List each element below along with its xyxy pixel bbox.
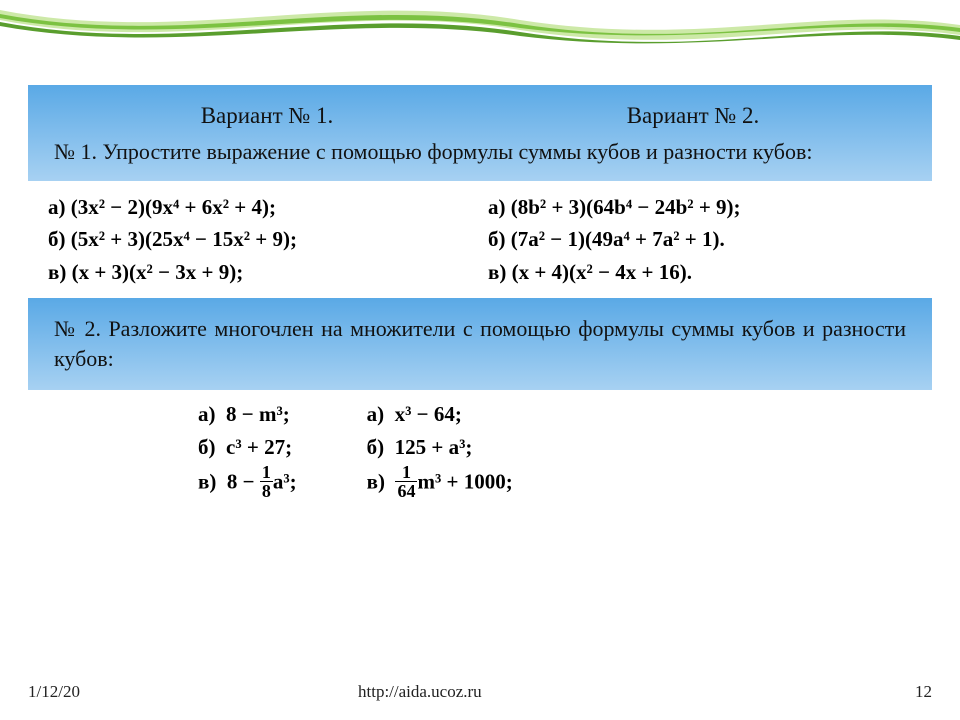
footer-url: http://aida.ucoz.ru xyxy=(358,682,892,702)
variant-1-title: Вариант № 1. xyxy=(201,103,334,129)
t2v2-b-expr: 125 + a³; xyxy=(395,435,473,459)
t2v1-v-suffix: a³; xyxy=(273,469,297,493)
task2-text: № 2. Разложите многочлен на множители с … xyxy=(54,314,906,373)
t1v2-b-expr: (7a² − 1)(49a⁴ + 7a² + 1). xyxy=(511,227,725,251)
task1-variant1-col: а) (3x² − 2)(9x⁴ + 6x² + 4); б) (5x² + 3… xyxy=(48,191,472,289)
footer-page: 12 xyxy=(892,682,932,702)
top-decorative-wave xyxy=(0,0,960,55)
t2v2-a-expr: x³ − 64; xyxy=(395,402,462,426)
t2v1-v-prefix: 8 − xyxy=(227,469,260,493)
t1v2-b-label: б) xyxy=(488,227,506,251)
t2v2-a-label: а) xyxy=(367,402,385,426)
t1v2-v-label: в) xyxy=(488,260,506,284)
task1-text: № 1. Упростите выражение с помощью форму… xyxy=(54,137,906,167)
variant-2-title: Вариант № 2. xyxy=(627,103,760,129)
t2v1-b-label: б) xyxy=(198,435,216,459)
t2v1-a-expr: 8 − m³; xyxy=(226,402,290,426)
t2v2-v-frac: 164 xyxy=(395,463,417,500)
variants-row: Вариант № 1. Вариант № 2. xyxy=(54,103,906,129)
task2-formulas: а) 8 − m³; б) c³ + 27; в) 8 − 18a³; а) x… xyxy=(28,390,932,510)
task1-variant2-col: а) (8b² + 3)(64b⁴ − 24b² + 9); б) (7a² −… xyxy=(488,191,912,289)
t1v1-b-expr: (5x² + 3)(25x⁴ − 15x² + 9); xyxy=(71,227,297,251)
t2v1-v-label: в) xyxy=(198,469,216,493)
t1v2-a-label: а) xyxy=(488,195,506,219)
t1v2-v-expr: (x + 4)(x² − 4x + 16). xyxy=(512,260,692,284)
t2v2-b-label: б) xyxy=(367,435,385,459)
t2v2-v-suffix: m³ + 1000; xyxy=(417,469,512,493)
t2v1-v-frac: 18 xyxy=(260,463,273,500)
t1v1-a-expr: (3x² − 2)(9x⁴ + 6x² + 4); xyxy=(71,195,276,219)
t1v1-a-label: а) xyxy=(48,195,66,219)
t2v1-a-label: а) xyxy=(198,402,216,426)
task2-variant2-col: а) x³ − 64; б) 125 + a³; в) 164m³ + 1000… xyxy=(367,398,513,502)
footer-date: 1/12/20 xyxy=(28,682,358,702)
task2-header-box: № 2. Разложите многочлен на множители с … xyxy=(28,298,932,389)
t2v1-b-expr: c³ + 27; xyxy=(226,435,292,459)
task1-header-box: Вариант № 1. Вариант № 2. № 1. Упростите… xyxy=(28,85,932,181)
task2-variant1-col: а) 8 − m³; б) c³ + 27; в) 8 − 18a³; xyxy=(198,398,297,502)
task1-formulas: а) (3x² − 2)(9x⁴ + 6x² + 4); б) (5x² + 3… xyxy=(28,185,932,299)
t1v2-a-expr: (8b² + 3)(64b⁴ − 24b² + 9); xyxy=(511,195,741,219)
t2v2-v-label: в) xyxy=(367,469,385,493)
slide-content: Вариант № 1. Вариант № 2. № 1. Упростите… xyxy=(28,85,932,510)
t1v1-v-expr: (x + 3)(x² − 3x + 9); xyxy=(72,260,244,284)
footer: 1/12/20 http://aida.ucoz.ru 12 xyxy=(0,682,960,702)
t1v1-b-label: б) xyxy=(48,227,66,251)
t1v1-v-label: в) xyxy=(48,260,66,284)
